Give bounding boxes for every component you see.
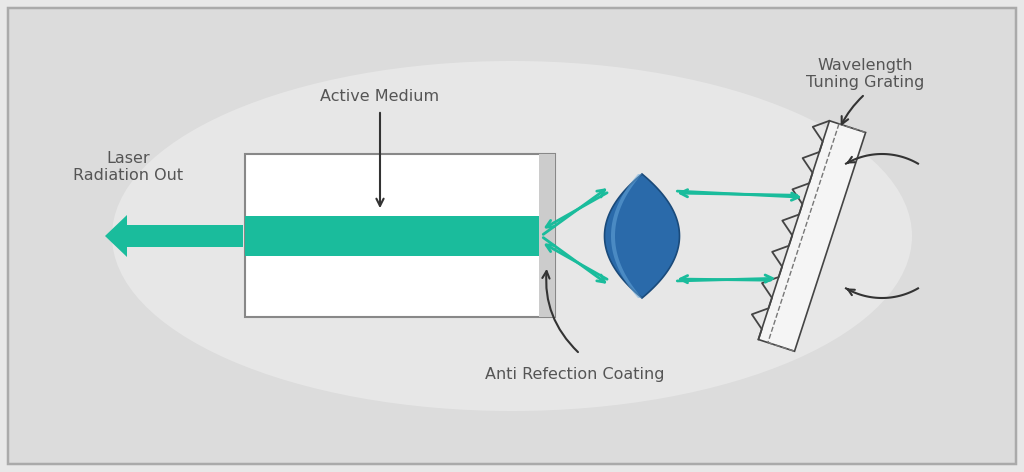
Text: Active Medium: Active Medium [321,89,439,104]
Text: Laser
Radiation Out: Laser Radiation Out [73,151,183,183]
Bar [539,154,555,317]
FancyBboxPatch shape [8,8,1016,464]
Bar [245,154,555,317]
Ellipse shape [112,61,912,411]
Polygon shape [759,121,865,351]
Bar [245,216,539,256]
Polygon shape [604,174,680,298]
Text: Wavelength
Tuning Grating: Wavelength Tuning Grating [806,58,925,90]
Text: Anti Refection Coating: Anti Refection Coating [485,367,665,382]
FancyArrow shape [105,215,243,257]
